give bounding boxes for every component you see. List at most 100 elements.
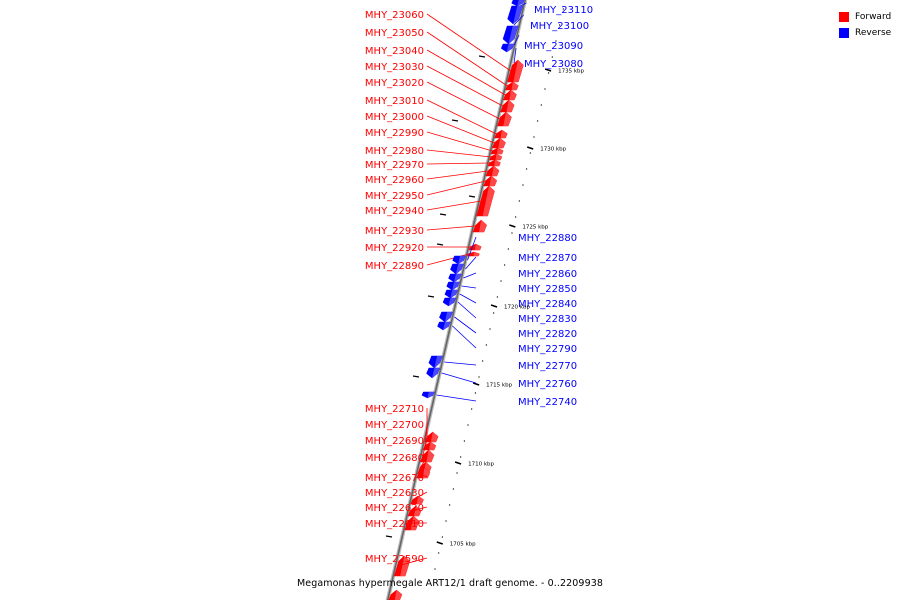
forward-leader-line	[426, 149, 492, 158]
ruler-tick	[496, 296, 498, 298]
reverse-gene-mhy_22880-highlight	[458, 256, 466, 264]
forward-leader-line	[418, 472, 428, 478]
reverse-gene-mhy_22830-highlight	[448, 298, 456, 306]
ruler-tick	[518, 200, 520, 202]
forward-gene-mhy_23010	[494, 129, 508, 139]
feature-dash	[478, 55, 486, 58]
ruler-tick	[493, 312, 495, 314]
feature-dash	[385, 535, 393, 538]
legend-item-reverse: Reverse	[839, 25, 891, 41]
forward-gene-label: MHY_23050	[365, 28, 424, 39]
forward-gene-mhy_22970-highlight	[494, 160, 501, 166]
reverse-swatch	[839, 28, 849, 38]
reverse-gene-mhy_22880-shape	[452, 255, 466, 265]
forward-gene-label: MHY_22960	[365, 175, 424, 186]
reverse-gene-mhy_23100	[507, 5, 524, 25]
reverse-gene-mhy_22860-highlight	[454, 274, 462, 282]
forward-gene-mhy_22690-shape	[419, 449, 435, 463]
forward-leader-line	[422, 439, 428, 457]
ruler-label: 1715 kbp	[486, 383, 512, 389]
ruler-tick	[438, 552, 440, 554]
forward-gene-label: MHY_22890	[365, 261, 424, 272]
reverse-gene-mhy_23080-highlight	[506, 44, 515, 52]
forward-gene-mhy_22700-highlight	[429, 442, 436, 450]
legend-label-forward: Forward	[855, 12, 892, 22]
reverse-gene-label: MHY_22860	[518, 269, 577, 280]
reverse-gene-mhy_22790	[437, 321, 451, 331]
reverse-gene-mhy_22880	[452, 255, 466, 265]
forward-gene-label: MHY_22980	[365, 146, 424, 157]
forward-gene-mhy_23050	[505, 81, 519, 91]
reverse-gene-mhy_22760-highlight	[432, 368, 440, 378]
ruler-label: 1705 kbp	[450, 542, 476, 548]
reverse-leader-line	[465, 256, 477, 270]
forward-gene-mhy_22590	[393, 555, 411, 577]
ruler-label: 1720 kbp	[504, 305, 530, 311]
reverse-leader-line	[463, 272, 477, 279]
reverse-gene-mhy_22830	[442, 297, 457, 307]
ruler-major-tick	[509, 224, 516, 228]
forward-gene-label: MHY_23020	[365, 78, 424, 89]
forward-leader-line	[426, 162, 490, 165]
feature-dash	[427, 295, 435, 298]
forward-gene-label: MHY_23000	[365, 112, 424, 123]
forward-gene-mhy_22970	[487, 159, 501, 167]
reverse-leader-line	[457, 301, 477, 319]
ruler-major-tick	[472, 382, 480, 386]
forward-gene-mhy_22930-shape	[472, 219, 488, 233]
reverse-gene-mhy_22740	[421, 391, 435, 399]
ruler-tick	[533, 136, 535, 138]
forward-leader-line	[426, 31, 508, 87]
forward-leader-line	[426, 81, 501, 120]
forward-gene-label: MHY_22990	[365, 128, 424, 139]
forward-gene-mhy_22630	[410, 495, 424, 505]
forward-swatch	[839, 12, 849, 22]
reverse-leader-line	[459, 293, 477, 304]
forward-gene-mhy_22690	[419, 449, 435, 463]
forward-gene-mhy_23010-highlight	[500, 130, 508, 138]
ruler-tick	[434, 568, 436, 570]
forward-leader-line	[426, 99, 497, 135]
reverse-gene-label: MHY_22790	[518, 344, 577, 355]
forward-gene-mhy_22960-shape	[485, 165, 500, 177]
ruler-tick	[551, 56, 553, 58]
forward-gene-mhy_22950-highlight	[489, 176, 497, 186]
feature-dash	[451, 119, 459, 122]
reverse-gene-label: MHY_23110	[534, 5, 593, 16]
forward-gene-mhy_22690-highlight	[426, 450, 435, 462]
forward-gene-mhy_23020	[496, 111, 512, 127]
forward-gene-label: MHY_22710	[365, 404, 424, 415]
forward-gene-mhy_22940-highlight	[482, 186, 495, 216]
forward-gene-mhy_22620-highlight	[413, 506, 422, 516]
forward-leader-line	[426, 131, 493, 152]
ruler-tick	[449, 504, 451, 506]
forward-leader-line	[412, 491, 428, 501]
reverse-gene-mhy_22870	[450, 263, 465, 275]
forward-gene-mhy_23000-highlight	[498, 138, 506, 148]
reverse-gene-mhy_22820-shape	[439, 311, 454, 323]
forward-gene-label: MHY_22680	[365, 453, 424, 464]
forward-gene-mhy_22990-shape	[490, 147, 504, 155]
forward-gene-mhy_22630-shape	[410, 495, 424, 505]
reverse-gene-mhy_22840-highlight	[450, 290, 458, 298]
forward-gene-label: MHY_22670	[365, 473, 424, 484]
reverse-gene-label: MHY_22850	[518, 284, 577, 295]
forward-gene-label: MHY_22930	[365, 226, 424, 237]
forward-gene-mhy_23040	[502, 89, 517, 101]
ruler-tick	[467, 424, 469, 426]
forward-gene-mhy_22980	[489, 153, 503, 161]
ruler-tick	[456, 472, 458, 474]
ruler-tick	[548, 72, 550, 74]
forward-gene-mhy_22710-highlight	[430, 432, 439, 442]
forward-gene-mhy_22890-shape	[467, 251, 480, 257]
reverse-leader-line	[454, 316, 477, 334]
ruler-tick	[482, 360, 484, 362]
reverse-gene-mhy_23080-shape	[500, 43, 515, 53]
reverse-gene-mhy_23080	[500, 43, 515, 53]
reverse-gene-mhy_23100-highlight	[513, 6, 523, 24]
reverse-gene-mhy_22770-shape	[428, 355, 443, 369]
forward-gene-mhy_23030	[500, 99, 515, 113]
ruler-label: 1725 kbp	[522, 225, 548, 231]
forward-leader-line	[419, 456, 428, 469]
reverse-gene-mhy_22820	[439, 311, 454, 323]
